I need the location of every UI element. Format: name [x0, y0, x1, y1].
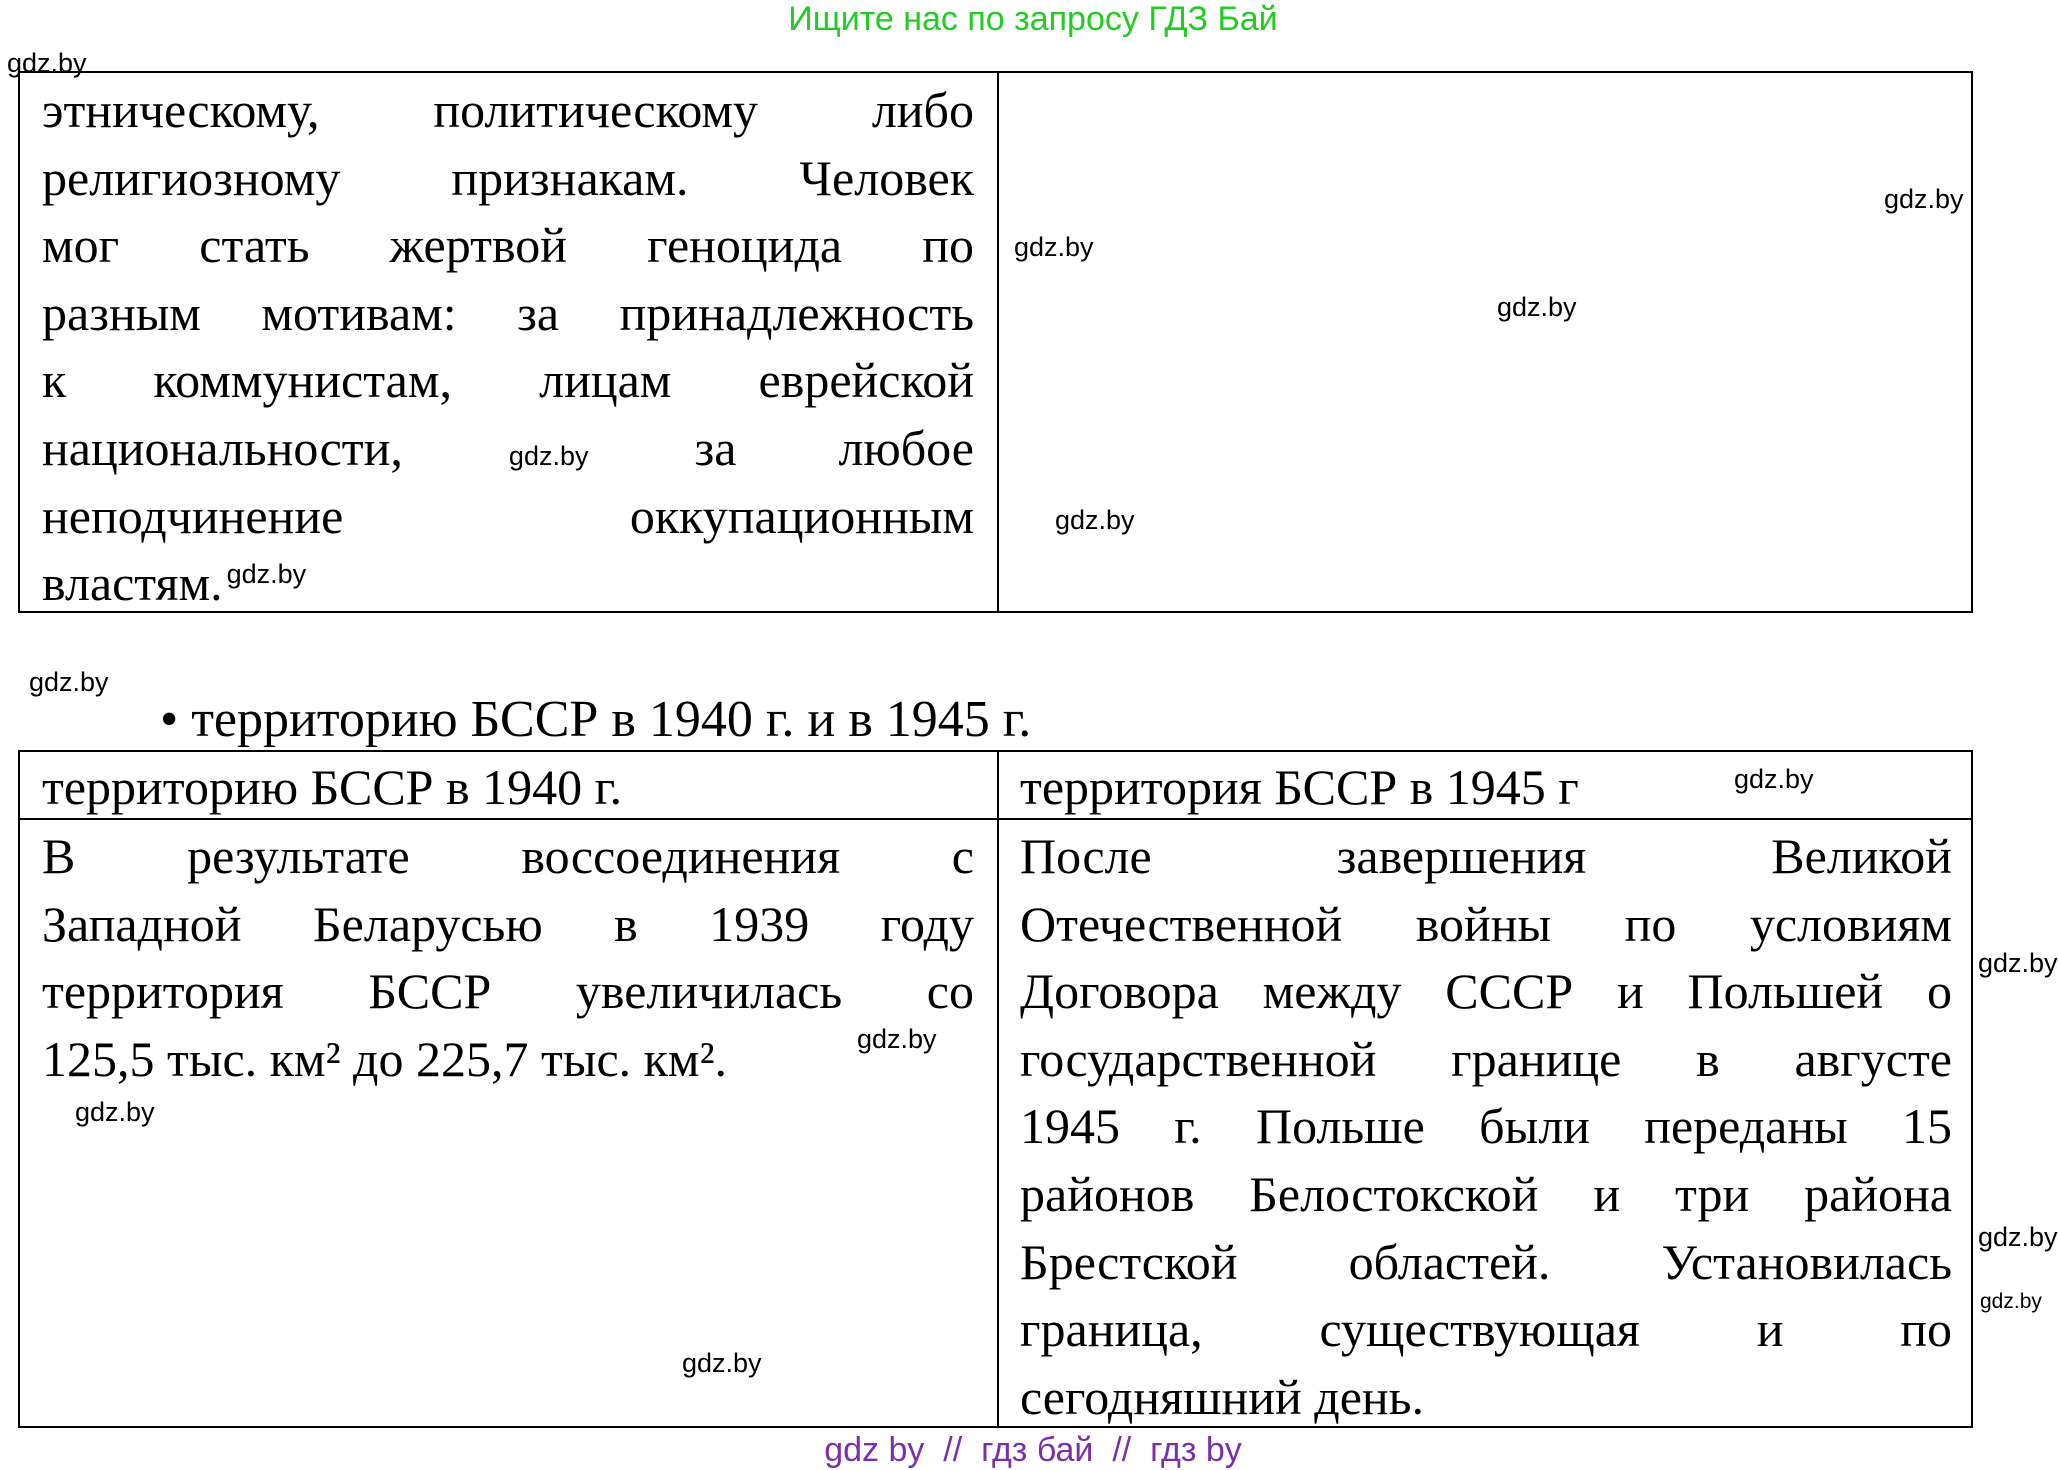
- watermark: gdz.by: [1978, 948, 2058, 978]
- watermark: gdz.by: [1014, 232, 1094, 262]
- word: любое: [838, 419, 974, 476]
- text-line: к коммунистам, лицам еврейской: [42, 352, 974, 409]
- table2-right-cell: После завершения Великой Отечественной в…: [1020, 823, 1952, 1431]
- section-heading: • территорию БССР в 1940 г. и в 1945 г.: [160, 691, 1032, 748]
- footer-links: gdz by // гдз бай // гдз by: [824, 1431, 1242, 1469]
- text-line: властям. gdz.by: [42, 550, 974, 618]
- text-line: В результате воссоединения с: [42, 828, 974, 884]
- text-line: религиозному признакам. Человек: [42, 149, 974, 206]
- header-1940: территорию БССР в 1940 г.: [42, 759, 622, 815]
- text-line: После завершения Великой: [1020, 828, 1952, 884]
- answer-table-1: этническому, политическому либо религиоз…: [18, 71, 1973, 613]
- word: за: [694, 419, 737, 476]
- watermark: gdz.by: [1980, 1290, 2042, 1313]
- text-line: 1945 г. Польше были переданы 15: [1020, 1098, 1952, 1155]
- watermark: gdz.by: [75, 1097, 155, 1127]
- watermark: gdz.by: [7, 48, 87, 78]
- word: властям.: [42, 555, 223, 612]
- text-line: этническому, политическому либо: [42, 82, 974, 138]
- watermark: gdz.by: [857, 1024, 937, 1054]
- text-line: сегодняшний день.: [1020, 1368, 1424, 1425]
- header-1945: территория БССР в 1945 г: [1020, 759, 1579, 815]
- column-divider: [997, 752, 999, 1426]
- watermark: gdz.by: [508, 440, 589, 471]
- watermark: gdz.by: [1734, 764, 1814, 794]
- text-line: районов Белостокской и три района: [1020, 1165, 1952, 1222]
- text-line: неподчинение оккупационным: [42, 487, 974, 544]
- watermark: gdz.by: [1884, 184, 1964, 214]
- text-line: территория БССР увеличилась со: [42, 963, 974, 1020]
- text-line: государственной границе в августе: [1020, 1030, 1952, 1087]
- text-line: Отечественной войны по условиям: [1020, 895, 1952, 952]
- text-line: Договора между СССР и Польшей о: [1020, 963, 1952, 1020]
- answer-table-2: территорию БССР в 1940 г. территория БСС…: [18, 750, 1973, 1428]
- word: национальности,: [42, 419, 403, 476]
- text-line: разным мотивам: за принадлежность: [42, 284, 974, 341]
- table1-left-cell: этническому, политическому либо религиоз…: [42, 77, 974, 618]
- table1-right-cell: [999, 73, 1971, 611]
- text-line: граница, существующая и по: [1020, 1301, 1952, 1358]
- text-line: мог стать жертвой геноцида по: [42, 217, 974, 274]
- text-line: национальности, gdz.by за любое: [42, 415, 974, 483]
- text-line: Брестской областей. Установилась: [1020, 1233, 1952, 1290]
- header-divider: [20, 818, 1971, 820]
- watermark: gdz.by: [1055, 505, 1135, 535]
- column-divider: [997, 73, 999, 611]
- text-line: Западной Беларусью в 1939 году: [42, 895, 974, 952]
- watermark: gdz.by: [1497, 292, 1577, 322]
- search-banner: Ищите нас по запросу ГДЗ Бай: [788, 0, 1278, 38]
- watermark: gdz.by: [682, 1348, 762, 1378]
- table2-left-cell: В результате воссоединения с Западной Бе…: [42, 823, 974, 1093]
- text-line: 125,5 тыс. км² до 225,7 тыс. км².: [42, 1030, 728, 1087]
- watermark: gdz.by: [1978, 1222, 2058, 1252]
- watermark: gdz.by: [226, 558, 307, 589]
- watermark: gdz.by: [29, 667, 109, 697]
